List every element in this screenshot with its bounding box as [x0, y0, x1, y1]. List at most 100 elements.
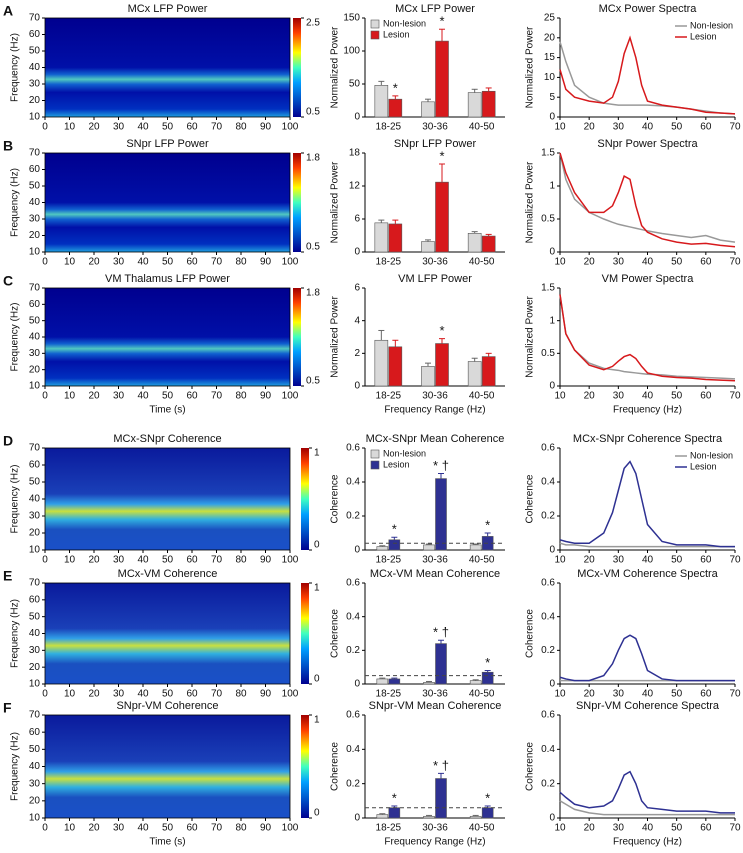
x-tick-label: 18-25: [376, 689, 402, 700]
x-tick-label: 0: [42, 823, 48, 834]
significance-marker: *: [439, 14, 444, 29]
significance-marker: *: [392, 522, 397, 537]
y-tick-label: 1.5: [541, 148, 555, 159]
x-tick-label: 70: [729, 555, 741, 566]
y-tick-label: 0.2: [541, 511, 555, 522]
bar: [374, 222, 389, 253]
y-axis-label: Frequency (Hz): [10, 33, 21, 102]
y-tick-label: 0: [354, 679, 360, 690]
x-tick-label: 40: [137, 555, 149, 566]
spectrogram: [44, 287, 291, 387]
bar: [467, 92, 482, 118]
spectrum-line: [559, 294, 736, 380]
y-tick-label: 0: [354, 381, 360, 392]
bar: [423, 815, 435, 819]
x-tick-label: 40: [137, 689, 149, 700]
y-tick-label: 40: [29, 494, 41, 505]
y-tick-label: 20: [29, 95, 41, 106]
y-tick-label: 0.2: [346, 645, 360, 656]
x-tick-label: 30-36: [422, 391, 448, 402]
y-tick-label: 6: [354, 283, 360, 294]
y-tick-label: 10: [29, 247, 41, 258]
y-tick-label: 10: [29, 381, 41, 392]
y-tick-label: 0.4: [541, 477, 555, 488]
x-tick-label: 70: [211, 391, 223, 402]
y-tick-label: 0: [354, 247, 360, 258]
x-tick-label: 50: [162, 391, 174, 402]
legend-label: Lesion: [383, 459, 410, 469]
chart-title: MCx-VM Coherence Spectra: [577, 568, 718, 580]
spectrum-line: [559, 152, 736, 243]
x-tick-label: 30: [113, 823, 125, 834]
legend-label: Non-lesion: [383, 448, 426, 458]
colorbar-tick-label: 1: [314, 448, 320, 459]
y-tick-label: 0.4: [541, 611, 555, 622]
chart-title: SNpr-VM Mean Coherence: [369, 700, 502, 712]
y-tick-label: 40: [29, 761, 41, 772]
y-tick-label: 70: [29, 148, 41, 159]
colorbar-tick-label: 0.5: [306, 376, 320, 387]
legend-label: Lesion: [383, 29, 410, 39]
x-tick-label: 20: [88, 257, 100, 268]
y-tick-label: 0.2: [541, 645, 555, 656]
x-tick-label: 100: [282, 391, 299, 402]
spectrum-line: [559, 460, 735, 548]
bar: [435, 478, 447, 551]
y-tick-label: 60: [29, 164, 41, 175]
spectrum-line: [559, 35, 736, 115]
x-tick-label: 70: [729, 391, 741, 402]
y-tick-label: 70: [29, 443, 41, 454]
legend-swatch: [370, 449, 380, 459]
x-tick-label: 40: [642, 391, 654, 402]
x-tick-label: 70: [211, 555, 223, 566]
y-tick-label: 60: [29, 29, 41, 40]
x-tick-label: 60: [700, 391, 712, 402]
y-tick-label: 20: [29, 230, 41, 241]
x-tick-label: 20: [584, 391, 596, 402]
y-axis-label: Coherence: [525, 742, 536, 791]
chart-title: MCx Power Spectra: [599, 3, 698, 15]
x-tick-label: 40: [137, 391, 149, 402]
x-tick-label: 30: [113, 555, 125, 566]
y-tick-label: 20: [29, 528, 41, 539]
x-tick-label: 10: [554, 122, 566, 133]
y-tick-label: 30: [29, 79, 41, 90]
x-tick-label: 30-36: [422, 122, 448, 133]
significance-marker: *: [393, 80, 398, 95]
y-tick-label: 40: [29, 197, 41, 208]
y-tick-label: 0: [549, 545, 555, 556]
y-tick-label: 12: [349, 181, 361, 192]
y-tick-label: 10: [29, 112, 41, 123]
x-tick-label: 60: [186, 391, 198, 402]
x-tick-label: 60: [186, 689, 198, 700]
legend-swatch: [370, 460, 380, 470]
spectrum-line: [559, 542, 735, 548]
bar: [481, 671, 494, 685]
bar: [435, 343, 449, 387]
bar: [388, 678, 401, 685]
colorbar-tick-label: 1: [314, 715, 320, 726]
colorbar-tick-label: 0: [314, 674, 320, 685]
x-tick-label: 30-36: [422, 689, 448, 700]
x-tick-label: 30: [613, 689, 625, 700]
panel-label: D: [3, 433, 13, 449]
y-tick-label: 1: [549, 181, 555, 192]
y-tick-label: 18: [349, 148, 361, 159]
spectrum-line: [559, 41, 736, 115]
y-axis-label: Normalized Power: [330, 161, 341, 243]
y-tick-label: 0: [354, 545, 360, 556]
x-tick-label: 30: [113, 391, 125, 402]
x-tick-label: 70: [211, 122, 223, 133]
legend-swatch: [370, 19, 380, 29]
y-tick-label: 15: [544, 52, 556, 63]
y-axis-label: Normalized Power: [525, 26, 536, 108]
x-tick-label: 100: [282, 823, 299, 834]
bar: [467, 233, 482, 253]
x-tick-label: 80: [235, 689, 247, 700]
y-tick-label: 50: [29, 744, 41, 755]
x-tick-label: 10: [64, 689, 76, 700]
y-tick-label: 0: [354, 112, 360, 123]
y-axis-label: Normalized Power: [330, 295, 341, 377]
y-tick-label: 0.4: [346, 744, 360, 755]
x-tick-label: 50: [671, 555, 683, 566]
